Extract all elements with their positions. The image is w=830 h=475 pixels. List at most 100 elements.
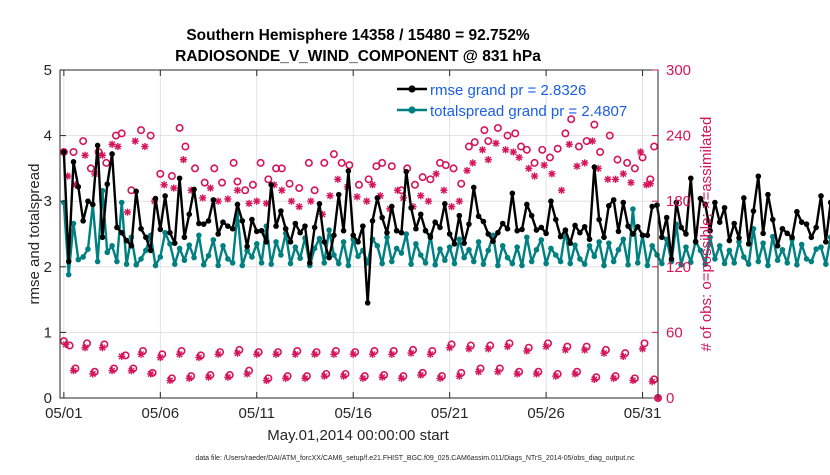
obs-assimilated-marker-low bbox=[590, 375, 598, 384]
obs-possible-marker bbox=[146, 131, 155, 140]
obs-possible-marker bbox=[553, 144, 562, 153]
series-point-totalspread bbox=[432, 262, 438, 268]
series-point-rmse bbox=[181, 234, 188, 241]
series-point-rmse bbox=[446, 231, 453, 237]
obs-assimilated-marker bbox=[287, 197, 296, 205]
series-point-rmse bbox=[143, 234, 149, 241]
obs-assimilated-marker bbox=[353, 193, 361, 201]
series-point-rmse bbox=[133, 188, 139, 195]
obs-assimilated-marker bbox=[245, 199, 253, 207]
obs-possible-marker bbox=[418, 173, 427, 182]
y-left-tick-label: 3 bbox=[44, 193, 52, 210]
series-point-rmse bbox=[745, 241, 752, 247]
obs-assimilated-marker bbox=[131, 137, 139, 145]
series-point-rmse bbox=[85, 198, 91, 204]
obs-assimilated-marker-low bbox=[610, 374, 618, 382]
obs-assimilated-marker bbox=[548, 170, 556, 178]
series-point-totalspread bbox=[388, 258, 395, 265]
obs-assimilated-marker bbox=[588, 137, 597, 145]
obs-assimilated-marker-low bbox=[81, 344, 89, 352]
obs-assimilated-marker-low bbox=[301, 374, 309, 382]
obs-possible-marker bbox=[538, 145, 547, 154]
chart-subtitle: RADIOSONDE_V_WIND_COMPONENT @ 831 hPa bbox=[175, 48, 541, 65]
series-point-totalspread bbox=[731, 260, 737, 266]
series-point-rmse bbox=[152, 195, 159, 202]
obs-assimilated-marker-low bbox=[426, 350, 434, 358]
series-point-rmse bbox=[673, 199, 680, 206]
series-point-rmse bbox=[697, 195, 704, 202]
series-point-rmse bbox=[388, 203, 395, 210]
series-point-rmse bbox=[581, 223, 588, 230]
obs-possible-marker bbox=[493, 123, 502, 132]
series-point-totalspread bbox=[543, 260, 549, 267]
series-point-rmse bbox=[654, 202, 660, 208]
series-point-rmse bbox=[167, 229, 173, 236]
y-left-tick-label: 4 bbox=[44, 128, 52, 145]
y-left-tick-label: 2 bbox=[44, 259, 52, 276]
series-point-rmse bbox=[118, 229, 125, 236]
obs-assimilated-marker bbox=[502, 146, 510, 154]
series-point-rmse bbox=[480, 218, 487, 225]
series-point-rmse bbox=[263, 239, 270, 245]
obs-possible-marker bbox=[295, 184, 304, 193]
series-point-rmse bbox=[774, 243, 781, 249]
series-point-rmse bbox=[827, 199, 830, 206]
series-point-rmse bbox=[234, 201, 241, 208]
series-point-rmse bbox=[65, 258, 72, 265]
obs-possible-marker bbox=[522, 145, 531, 154]
obs-assimilated-marker bbox=[525, 164, 533, 172]
series-point-rmse bbox=[360, 223, 366, 229]
series-point-rmse bbox=[109, 151, 115, 157]
series-point-totalspread bbox=[225, 256, 231, 262]
series-point-rmse bbox=[350, 232, 357, 239]
obs-assimilated-marker bbox=[573, 162, 581, 170]
obs-assimilated-marker bbox=[363, 197, 371, 205]
series-point-totalspread bbox=[220, 243, 226, 249]
series-point-totalspread bbox=[162, 229, 168, 236]
obs-assimilated-marker-low bbox=[417, 371, 425, 379]
legend: rmse grand pr = 2.8326 totalspread grand… bbox=[397, 82, 627, 120]
series-point-totalspread bbox=[70, 220, 77, 227]
obs-markers-layer bbox=[59, 115, 662, 402]
x-tick-label: 05/11 bbox=[239, 405, 275, 422]
series-point-rmse bbox=[625, 223, 631, 229]
obs-possible-marker bbox=[337, 158, 346, 167]
series-point-totalspread bbox=[311, 245, 318, 252]
series-point-rmse bbox=[186, 211, 193, 218]
series-point-rmse bbox=[692, 239, 699, 245]
series-point-totalspread bbox=[620, 236, 627, 243]
obs-assimilated-marker-low bbox=[523, 347, 531, 355]
obs-assimilated-marker bbox=[540, 161, 548, 169]
obs-assimilated-marker bbox=[463, 166, 471, 175]
series-point-rmse bbox=[789, 234, 795, 241]
series-point-totalspread bbox=[765, 262, 771, 269]
obs-assimilated-marker-low bbox=[648, 378, 656, 386]
series-point-rmse bbox=[123, 237, 130, 244]
series-point-totalspread bbox=[65, 271, 72, 278]
obs-possible-marker bbox=[650, 142, 659, 151]
x-axis-label: May.01,2014 00:00:00 start bbox=[267, 427, 449, 444]
obs-assimilated-marker-low bbox=[359, 374, 367, 382]
series-point-rmse bbox=[196, 220, 202, 227]
series-point-rmse bbox=[726, 237, 733, 244]
series-point-rmse bbox=[615, 228, 622, 235]
series-point-totalspread bbox=[422, 260, 429, 266]
series-point-totalspread bbox=[769, 233, 776, 240]
series-point-rmse bbox=[239, 218, 246, 224]
series-point-totalspread bbox=[114, 258, 120, 265]
obs-assimilated-marker-low bbox=[176, 350, 184, 358]
series-point-rmse bbox=[258, 227, 265, 234]
obs-possible-marker bbox=[79, 137, 88, 146]
series-point-totalspread bbox=[196, 232, 202, 239]
axis-layer: 05/01 05/06 05/11 05/16 05/21 05/26 05/3101234… bbox=[44, 62, 691, 422]
series-point-rmse bbox=[552, 216, 559, 223]
series-point-rmse bbox=[138, 225, 144, 232]
series-point-rmse bbox=[495, 229, 501, 236]
obs-assimilated-marker-low bbox=[243, 370, 251, 378]
obs-assimilated-marker bbox=[604, 175, 612, 183]
series-point-totalspread bbox=[519, 262, 525, 269]
obs-possible-marker bbox=[354, 180, 363, 189]
obs-assimilated-marker-low bbox=[484, 345, 492, 353]
obs-possible-marker bbox=[345, 161, 354, 170]
